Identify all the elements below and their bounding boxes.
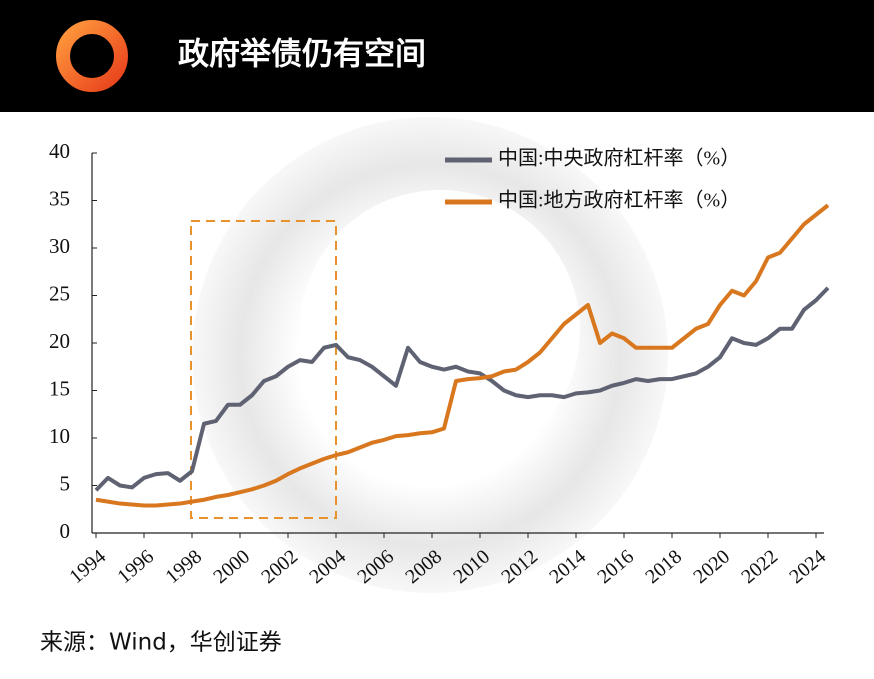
legend-label: 中国:地方政府杠杆率（%） — [498, 189, 740, 212]
x-tick-label: 1998 — [161, 545, 206, 588]
x-tick-label: 2020 — [689, 545, 734, 588]
y-tick-label: 35 — [49, 186, 70, 210]
x-tick-label: 2024 — [785, 545, 830, 588]
x-tick-label: 2000 — [209, 545, 254, 588]
legend-label: 中国:中央政府杠杆率（%） — [498, 147, 740, 170]
y-tick-label: 40 — [49, 139, 70, 163]
y-tick-label: 0 — [60, 519, 71, 543]
y-tick-label: 5 — [60, 471, 71, 495]
x-tick-label: 1996 — [113, 545, 158, 588]
watermark-hole — [300, 190, 580, 470]
y-tick-label: 25 — [49, 281, 70, 305]
series-line — [95, 203, 830, 508]
y-tick-label: 20 — [49, 329, 70, 353]
y-tick-label: 30 — [49, 234, 70, 258]
highlight-box — [190, 220, 337, 519]
header-bar — [0, 0, 874, 112]
x-tick-label: 2016 — [593, 545, 638, 588]
x-tick-label: 2018 — [641, 545, 686, 588]
y-tick-label: 15 — [49, 376, 70, 400]
source-note: 来源：Wind，华创证券 — [40, 630, 282, 656]
x-tick-label: 2022 — [737, 545, 782, 588]
logo — [56, 20, 128, 92]
series-line — [94, 286, 830, 492]
page-title: 政府举债仍有空间 — [178, 37, 426, 73]
y-tick-label: 10 — [49, 424, 70, 448]
x-tick-label: 1994 — [65, 545, 110, 588]
x-tick-label: 2002 — [257, 545, 302, 588]
